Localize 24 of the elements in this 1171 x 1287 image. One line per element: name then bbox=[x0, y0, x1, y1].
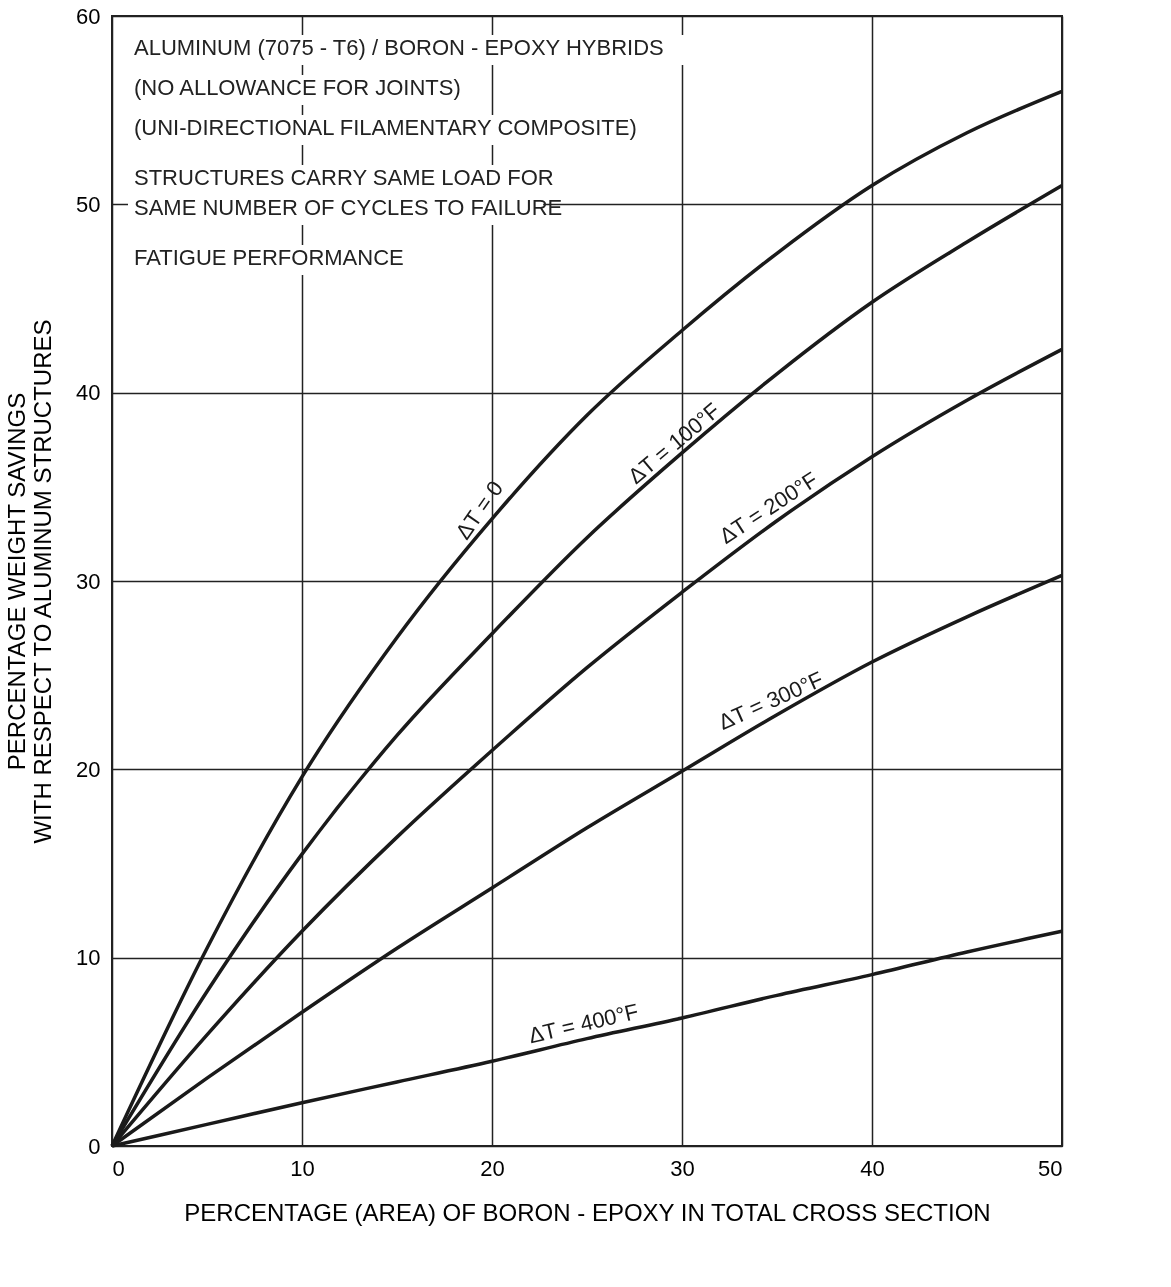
x-tick-label: 10 bbox=[290, 1155, 315, 1181]
y-tick-label: 30 bbox=[76, 568, 101, 594]
text: ΔT = 0 bbox=[450, 476, 509, 544]
annotation: FATIGUE PERFORMANCE bbox=[134, 245, 404, 270]
annotation: SAME NUMBER OF CYCLES TO FAILURE bbox=[134, 195, 563, 220]
y-tick-label: 40 bbox=[76, 380, 101, 406]
annotation: (NO ALLOWANCE FOR JOINTS) bbox=[134, 75, 461, 100]
y-tick-label: 0 bbox=[88, 1133, 101, 1159]
x-tick-label: 30 bbox=[670, 1155, 695, 1181]
x-tick-label: 50 bbox=[1038, 1155, 1063, 1181]
y-tick-label: 10 bbox=[76, 945, 101, 971]
text: ΔT = 300°F bbox=[714, 666, 827, 735]
y-tick-label: 20 bbox=[76, 756, 101, 782]
y-axis-title: PERCENTAGE WEIGHT SAVINGS WITH RESPECT TO ALUMINUM STRUCTURES bbox=[3, 319, 57, 844]
x-axis-title: PERCENTAGE (AREA) OF BORON - EPOXY IN TOTAL CROSS SECTION bbox=[184, 1198, 991, 1226]
text: ΔT = 400°F bbox=[526, 998, 641, 1049]
x-tick-label: 0 bbox=[112, 1155, 125, 1181]
x-tick-label: 40 bbox=[860, 1155, 885, 1181]
annotation: ALUMINUM (7075 - T6) / BORON - EPOXY HYBRIDS bbox=[134, 35, 664, 60]
x-tick-label: 20 bbox=[480, 1155, 505, 1181]
y-tick-label: 50 bbox=[76, 191, 101, 217]
annotation: STRUCTURES CARRY SAME LOAD FOR bbox=[134, 165, 554, 190]
annotation: (UNI-DIRECTIONAL FILAMENTARY COMPOSITE) bbox=[134, 115, 637, 140]
y-tick-label: 60 bbox=[76, 3, 101, 29]
